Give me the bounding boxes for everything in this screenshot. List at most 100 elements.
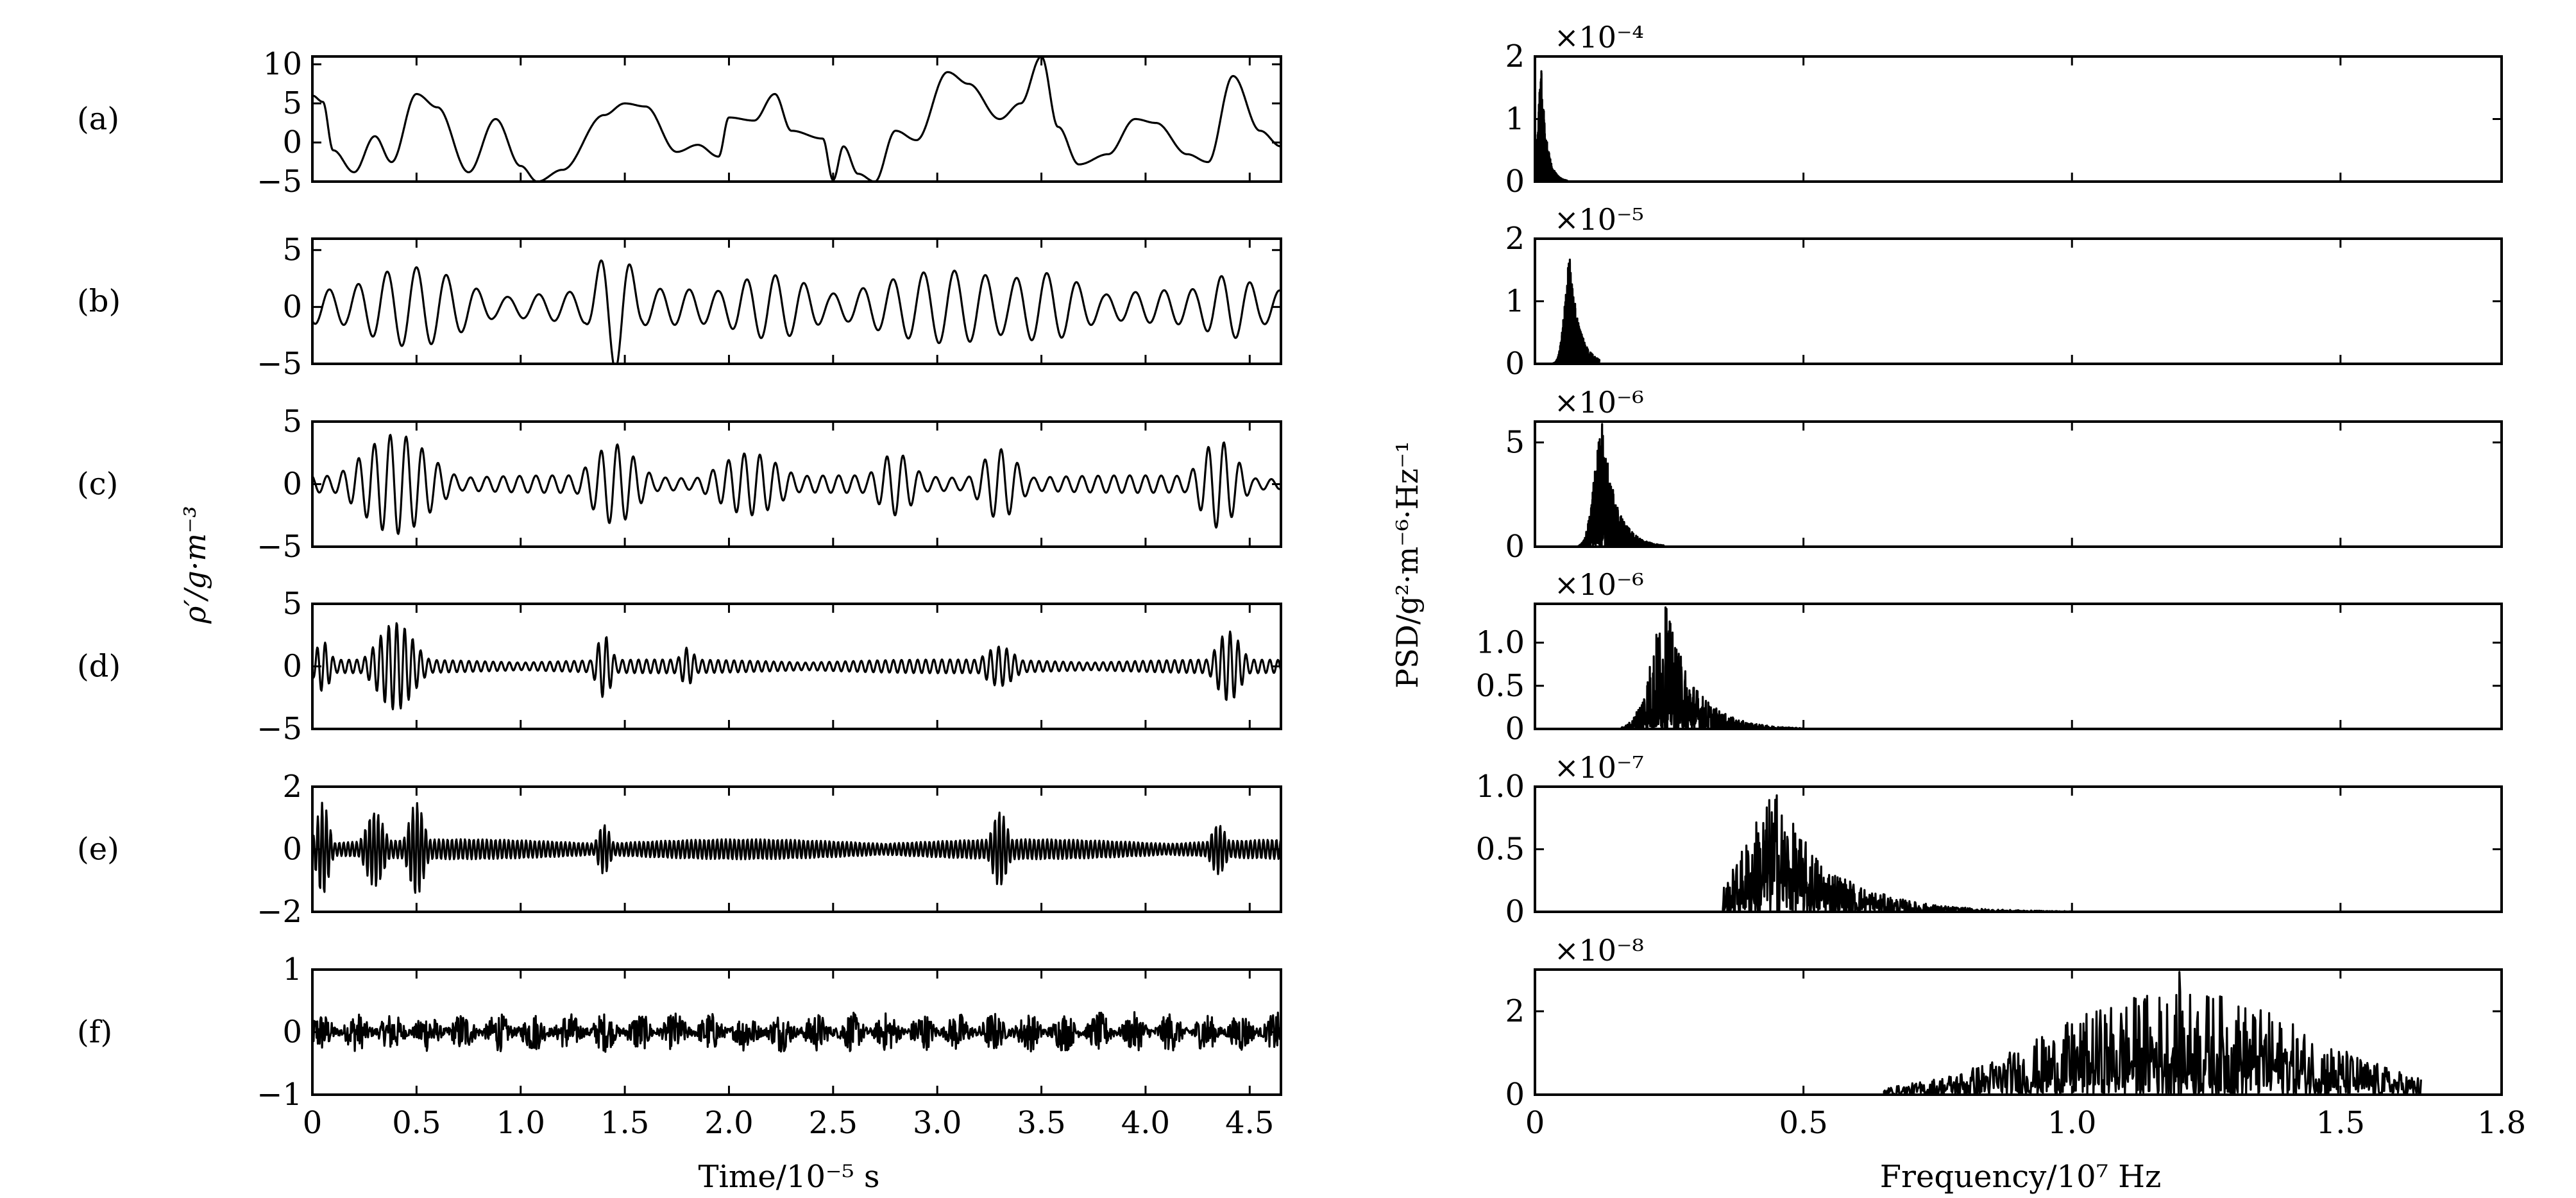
multiplier-label: ×10⁻⁵ (1554, 202, 1644, 237)
panel-label: (c) (77, 466, 118, 502)
psd-line (1534, 70, 1568, 183)
panel-label: (a) (77, 101, 119, 137)
right-xtick-label: 1.8 (2477, 1105, 2526, 1141)
psd-panel-c: ×10⁻⁶ 5 0 (1505, 385, 2503, 565)
left-xtick-label: 0.5 (392, 1105, 441, 1141)
right-ytick-label: 1 (1505, 284, 1525, 320)
left-ytick-label: −5 (257, 529, 302, 565)
left-ytick-label: −5 (257, 346, 302, 382)
right-ytick-label: 0 (1505, 164, 1525, 200)
multiplier-label: ×10⁻⁴ (1554, 20, 1644, 55)
right-ytick-label: 0.5 (1476, 832, 1525, 868)
left-xtick-label: 2.5 (809, 1105, 858, 1141)
time-panel-d: (d) 5 0 −5 (77, 586, 1282, 747)
left-xtick-label: 0 (303, 1105, 323, 1141)
series-line (311, 801, 1282, 894)
psd-panel-a: ×10⁻⁴ 2 1 0 (1505, 20, 2503, 200)
right-y-axis-label: PSD/g²·m⁻⁶·Hz⁻¹ (1390, 441, 1425, 688)
time-series-panels: (a)1050−5(b)50−5(c)50−5(d)50−5(e)20−2(f)… (77, 46, 1282, 1141)
left-ytick-label: 2 (282, 769, 302, 805)
left-ytick-label: 0 (282, 289, 302, 325)
multiplier-label: ×10⁻⁸ (1554, 933, 1644, 968)
left-xtick-label: 2.0 (704, 1105, 753, 1141)
series-line (312, 1011, 1282, 1053)
series-line (312, 55, 1282, 183)
left-ytick-label: 0 (282, 649, 302, 685)
panel-label: (e) (77, 832, 119, 868)
right-ytick-label: 2 (1505, 221, 1525, 257)
axes-frame (311, 603, 1282, 730)
right-x-axis-label: Frequency/10⁷ Hz (1880, 1159, 2162, 1195)
right-ytick-label: 2 (1505, 39, 1525, 74)
right-ytick-label: 0 (1505, 711, 1525, 747)
psd-line (1722, 794, 2072, 913)
left-ytick-label: −2 (257, 894, 302, 930)
left-xtick-label: 4.0 (1121, 1105, 1170, 1141)
time-panel-b: (b) 5 0 −5 (77, 232, 1282, 382)
multiplier-label: ×10⁻⁷ (1554, 750, 1644, 785)
panel-label: (d) (77, 649, 121, 685)
left-ytick-label: 0 (282, 832, 302, 868)
right-ytick-label: 2 (1505, 993, 1525, 1029)
left-x-axis-label: Time/10⁻⁵ s (698, 1159, 879, 1195)
series-line (311, 434, 1282, 535)
left-ytick-label: −5 (257, 711, 302, 747)
right-ytick-label: 0 (1505, 529, 1525, 565)
left-xtick-label: 3.5 (1017, 1105, 1065, 1141)
time-panel-c: (c) 5 0 −5 (77, 404, 1282, 565)
axes-frame (311, 55, 1282, 183)
left-ytick-label: 1 (282, 952, 302, 988)
axes-frame (1534, 237, 2503, 365)
left-y-axis-label: ρ′/g·m⁻³ (178, 506, 212, 624)
left-ytick-label: 5 (282, 232, 302, 268)
axes-frame (1534, 968, 2503, 1096)
time-panel-e: (e) 2 0 −2 (77, 769, 1282, 930)
right-xtick-label: 1.5 (2316, 1105, 2365, 1141)
left-ytick-label: 5 (282, 85, 302, 121)
right-ytick-label: 1.0 (1476, 769, 1525, 805)
left-ytick-label: −1 (257, 1077, 302, 1113)
panel-label: (b) (77, 284, 121, 320)
time-panel-f: (f)10−10 0.5 1.0 1.5 2.0 2.5 3.0 3.5 4.0 4.5 (77, 952, 1282, 1141)
axes-frame (1534, 420, 2503, 548)
left-xtick-label: 3.0 (913, 1105, 962, 1141)
right-xtick-label: 0.5 (1779, 1105, 1827, 1141)
left-xtick-label: 4.5 (1225, 1105, 1274, 1141)
left-ytick-label: 0 (282, 466, 302, 502)
psd-panel-f: ×10⁻⁸ 2 00 0.5 1.0 1.5 1.8 (1505, 933, 2526, 1141)
series-line (311, 622, 1282, 710)
left-xtick-label: 1.0 (496, 1105, 545, 1141)
right-ytick-label: 0 (1505, 346, 1525, 382)
right-xtick-label: 0 (1525, 1105, 1545, 1141)
multiplier-label: ×10⁻⁶ (1554, 385, 1644, 420)
right-ytick-label: 0.5 (1476, 668, 1525, 704)
right-ytick-label: 0 (1505, 1077, 1525, 1113)
psd-line (1577, 423, 1665, 548)
left-ytick-label: 5 (282, 404, 302, 440)
psd-line (1620, 606, 1804, 730)
left-ytick-label: 0 (282, 1014, 302, 1050)
right-ytick-label: 1.0 (1476, 625, 1525, 661)
left-ytick-label: 0 (282, 124, 302, 160)
psd-line (1550, 259, 1601, 365)
psd-panel-b: ×10⁻⁵ 2 1 0 (1505, 202, 2503, 382)
axes-frame (311, 237, 1282, 365)
psd-line (1883, 971, 2422, 1096)
psd-panel-d: ×10⁻⁶ 1.0 0.5 0 (1476, 567, 2503, 747)
left-xtick-label: 1.5 (600, 1105, 649, 1141)
psd-panels: ×10⁻⁴210×10⁻⁵210×10⁻⁶50×10⁻⁶1.00.50×10⁻⁷… (1476, 20, 2527, 1141)
right-xtick-label: 1.0 (2047, 1105, 2096, 1141)
left-ytick-label: 10 (263, 46, 302, 82)
right-ytick-label: 1 (1505, 101, 1525, 137)
panel-label: (f) (77, 1014, 112, 1050)
right-ytick-label: 0 (1505, 894, 1525, 930)
right-ytick-label: 5 (1505, 425, 1525, 461)
multiplier-label: ×10⁻⁶ (1554, 567, 1644, 602)
axes-frame (1534, 55, 2503, 183)
axes-frame (1534, 785, 2503, 913)
left-ytick-label: −5 (257, 164, 302, 200)
axes-frame (1534, 603, 2503, 730)
psd-panel-e: ×10⁻⁷ 1.0 0.5 0 (1476, 750, 2503, 930)
